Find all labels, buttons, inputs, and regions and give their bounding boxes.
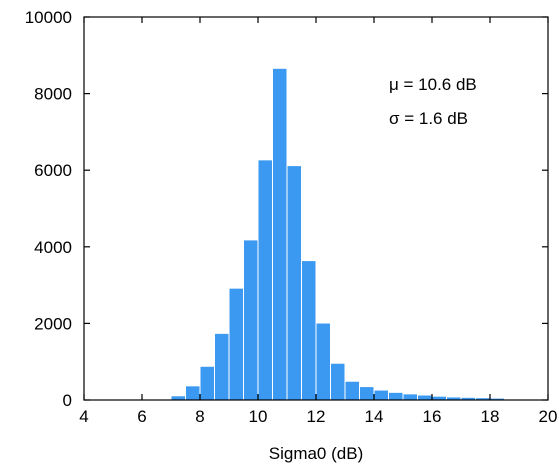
y-tick-label: 8000 bbox=[34, 85, 72, 104]
histogram-bar bbox=[170, 395, 186, 401]
y-tick-labels: 0 2000 4000 6000 8000 10000 bbox=[25, 8, 72, 410]
x-tick-label: 14 bbox=[365, 407, 384, 426]
x-tick-label: 6 bbox=[137, 407, 146, 426]
histogram-bar bbox=[199, 365, 215, 401]
x-tick-label: 4 bbox=[79, 407, 88, 426]
y-tick-label: 10000 bbox=[25, 8, 72, 27]
x-tick-label: 10 bbox=[249, 407, 268, 426]
histogram-bar bbox=[214, 332, 230, 401]
y-tick-label: 0 bbox=[63, 391, 72, 410]
histogram-bar bbox=[228, 287, 244, 401]
x-axis-label: Sigma0 (dB) bbox=[269, 444, 363, 463]
mean-annotation: μ = 10.6 dB bbox=[389, 75, 477, 94]
histogram-bar bbox=[373, 389, 389, 401]
histogram-bar bbox=[185, 385, 201, 401]
histogram-bar bbox=[315, 322, 331, 401]
x-tick-label: 16 bbox=[423, 407, 442, 426]
x-tick-label: 12 bbox=[307, 407, 326, 426]
x-tick-labels: 4 6 8 10 12 14 16 18 20 bbox=[79, 407, 557, 426]
histogram-bars bbox=[156, 67, 520, 401]
histogram-bar bbox=[243, 239, 259, 401]
histogram-bar bbox=[388, 391, 404, 401]
histogram-bar bbox=[330, 362, 346, 401]
histogram-bar bbox=[257, 159, 273, 401]
std-annotation: σ = 1.6 dB bbox=[389, 109, 468, 128]
x-tick-label: 20 bbox=[539, 407, 558, 426]
histogram-bar bbox=[272, 67, 288, 401]
x-tick-label: 8 bbox=[195, 407, 204, 426]
histogram-bar bbox=[402, 393, 418, 401]
y-tick-label: 4000 bbox=[34, 238, 72, 257]
histogram-bar bbox=[417, 394, 433, 401]
y-tick-label: 2000 bbox=[34, 314, 72, 333]
histogram-bar bbox=[359, 386, 375, 401]
histogram-bar bbox=[344, 380, 360, 401]
axis-ticks bbox=[83, 16, 549, 401]
histogram-bar bbox=[286, 165, 302, 401]
y-tick-label: 6000 bbox=[34, 161, 72, 180]
x-tick-label: 18 bbox=[481, 407, 500, 426]
histogram-bar bbox=[301, 260, 317, 401]
